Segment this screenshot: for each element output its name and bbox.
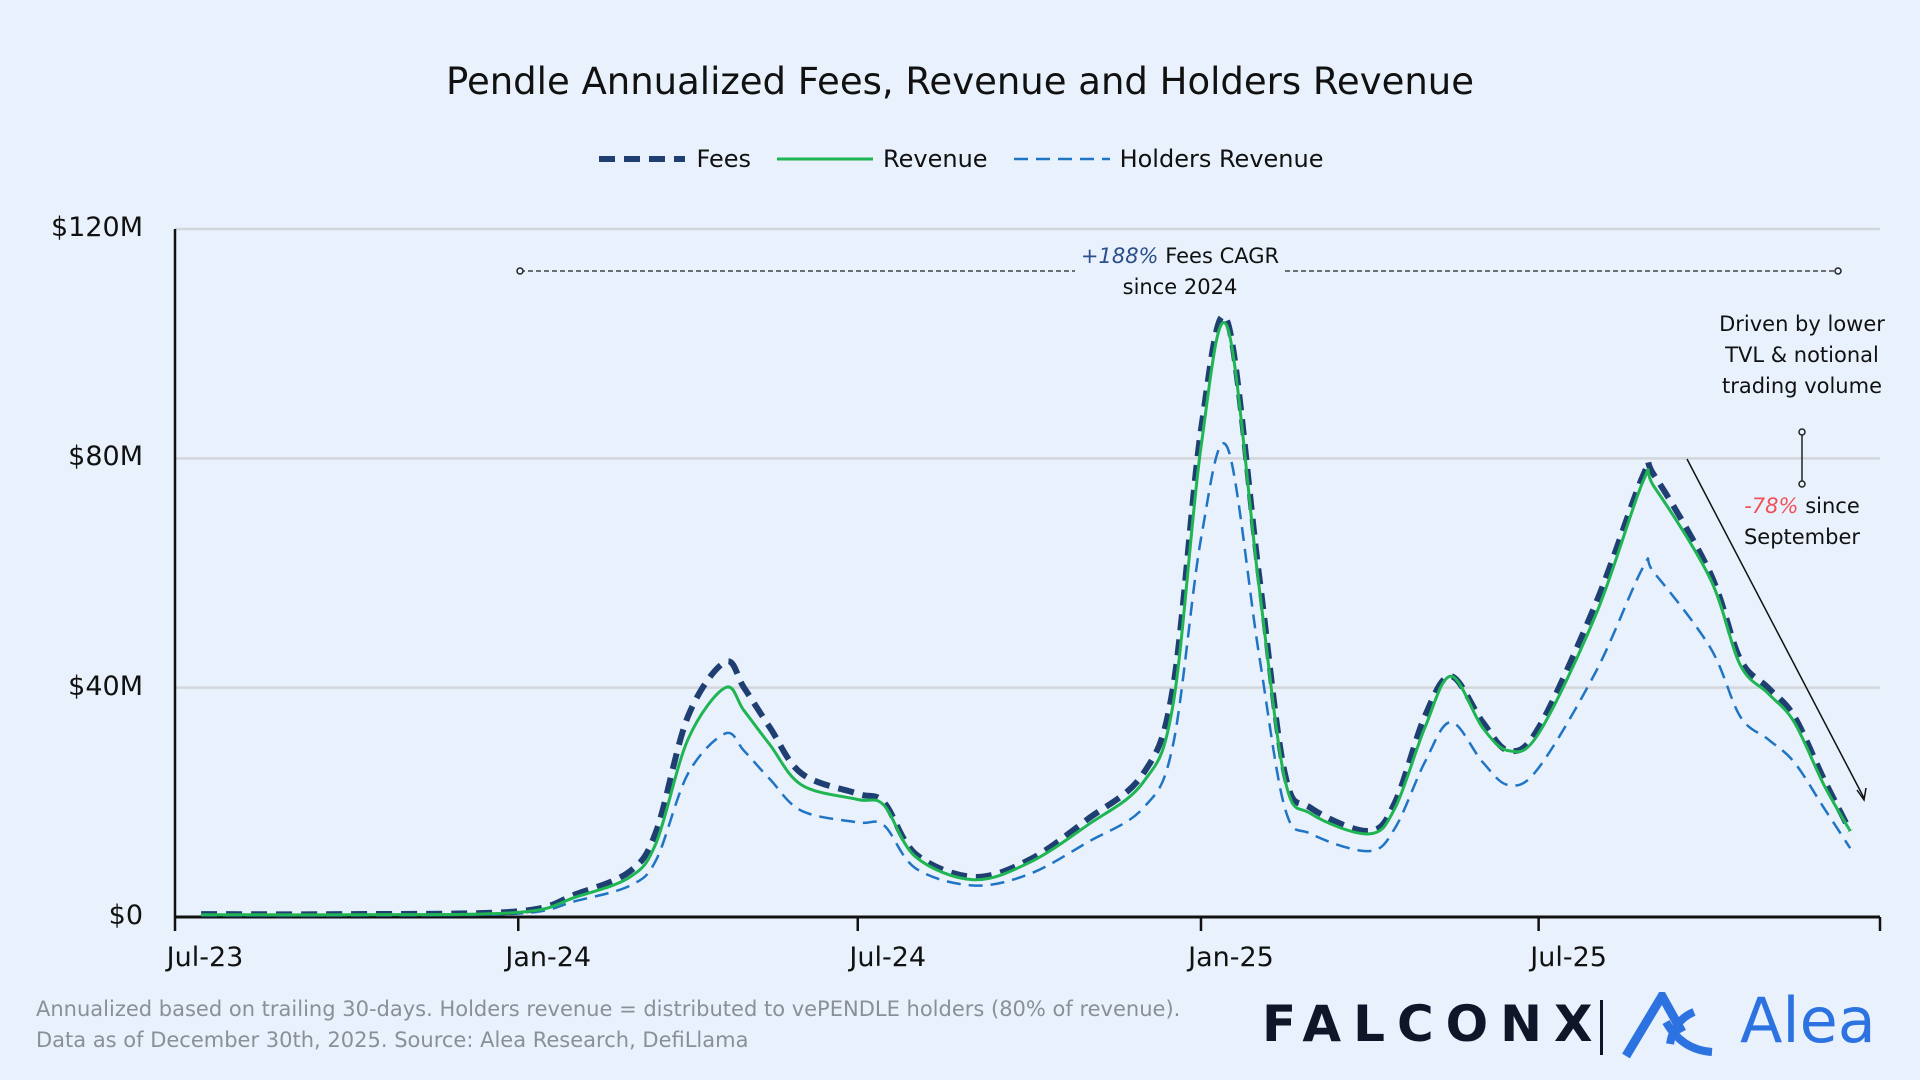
logo-separator (1600, 1000, 1603, 1055)
legend-swatch-revenue (777, 157, 874, 161)
decline-marker-bottom-dot (1798, 480, 1806, 488)
cagr-bracket-end-dot (1834, 267, 1842, 275)
x-tick-label: Jan-25 (1188, 942, 1274, 973)
cagr-since: since 2024 (1122, 275, 1238, 299)
driver-annotation: Driven by lower TVL & notional trading v… (1690, 309, 1914, 402)
footer-note: Annualized based on trailing 30-days. Ho… (36, 997, 1181, 1021)
decline-annotation: -78% since September (1700, 491, 1904, 553)
series-line-holders-revenue (201, 442, 1852, 917)
series-line-revenue (201, 321, 1852, 917)
cagr-value: +188% (1080, 244, 1159, 268)
y-tick-label: $0 (108, 900, 143, 931)
legend: Fees Revenue Holders Revenue (0, 145, 1920, 173)
cagr-annotation: +188% Fees CAGR since 2024 (1060, 241, 1300, 303)
y-tick-label: $120M (50, 212, 143, 243)
decline-arrow-head (1856, 787, 1867, 802)
footer-source: Data as of December 30th, 2025. Source: … (36, 1028, 749, 1052)
decline-label: since (1805, 494, 1860, 518)
legend-swatch-holders-revenue (1013, 157, 1110, 161)
legend-item-holders-revenue: Holders Revenue (1013, 145, 1324, 173)
legend-item-fees: Fees (597, 145, 752, 173)
falconx-logo: FALCONX (1262, 995, 1605, 1053)
legend-item-revenue: Revenue (777, 145, 988, 173)
series-line-fees (201, 313, 1853, 918)
alea-logo: Alea (1740, 984, 1876, 1057)
decline-marker-top-dot (1798, 428, 1806, 436)
cagr-label: Fees CAGR (1165, 244, 1280, 268)
legend-label-revenue: Revenue (883, 145, 988, 173)
chart-title: Pendle Annualized Fees, Revenue and Hold… (445, 60, 1475, 103)
x-tick-label: Jul-24 (849, 942, 927, 973)
driver-line-3: trading volume (1721, 374, 1882, 398)
y-tick-label: $80M (68, 441, 143, 473)
x-tick-label: Jul-23 (166, 942, 244, 973)
decline-value: -78% (1744, 494, 1799, 518)
driver-line-1: Driven by lower (1719, 312, 1885, 336)
legend-label-fees: Fees (696, 145, 752, 173)
decline-arrow (1686, 458, 1865, 799)
legend-label-holders-revenue: Holders Revenue (1119, 145, 1324, 173)
alea-logo-mark (1622, 992, 1713, 1059)
x-tick-label: Jul-25 (1530, 942, 1607, 973)
decline-since: September (1743, 525, 1861, 549)
legend-swatch-fees (598, 156, 685, 162)
y-tick-label: $40M (68, 670, 143, 702)
x-tick-label: Jan-24 (505, 942, 592, 973)
driver-line-2: TVL & notional (1725, 343, 1879, 367)
cagr-bracket-start-dot (516, 267, 524, 275)
